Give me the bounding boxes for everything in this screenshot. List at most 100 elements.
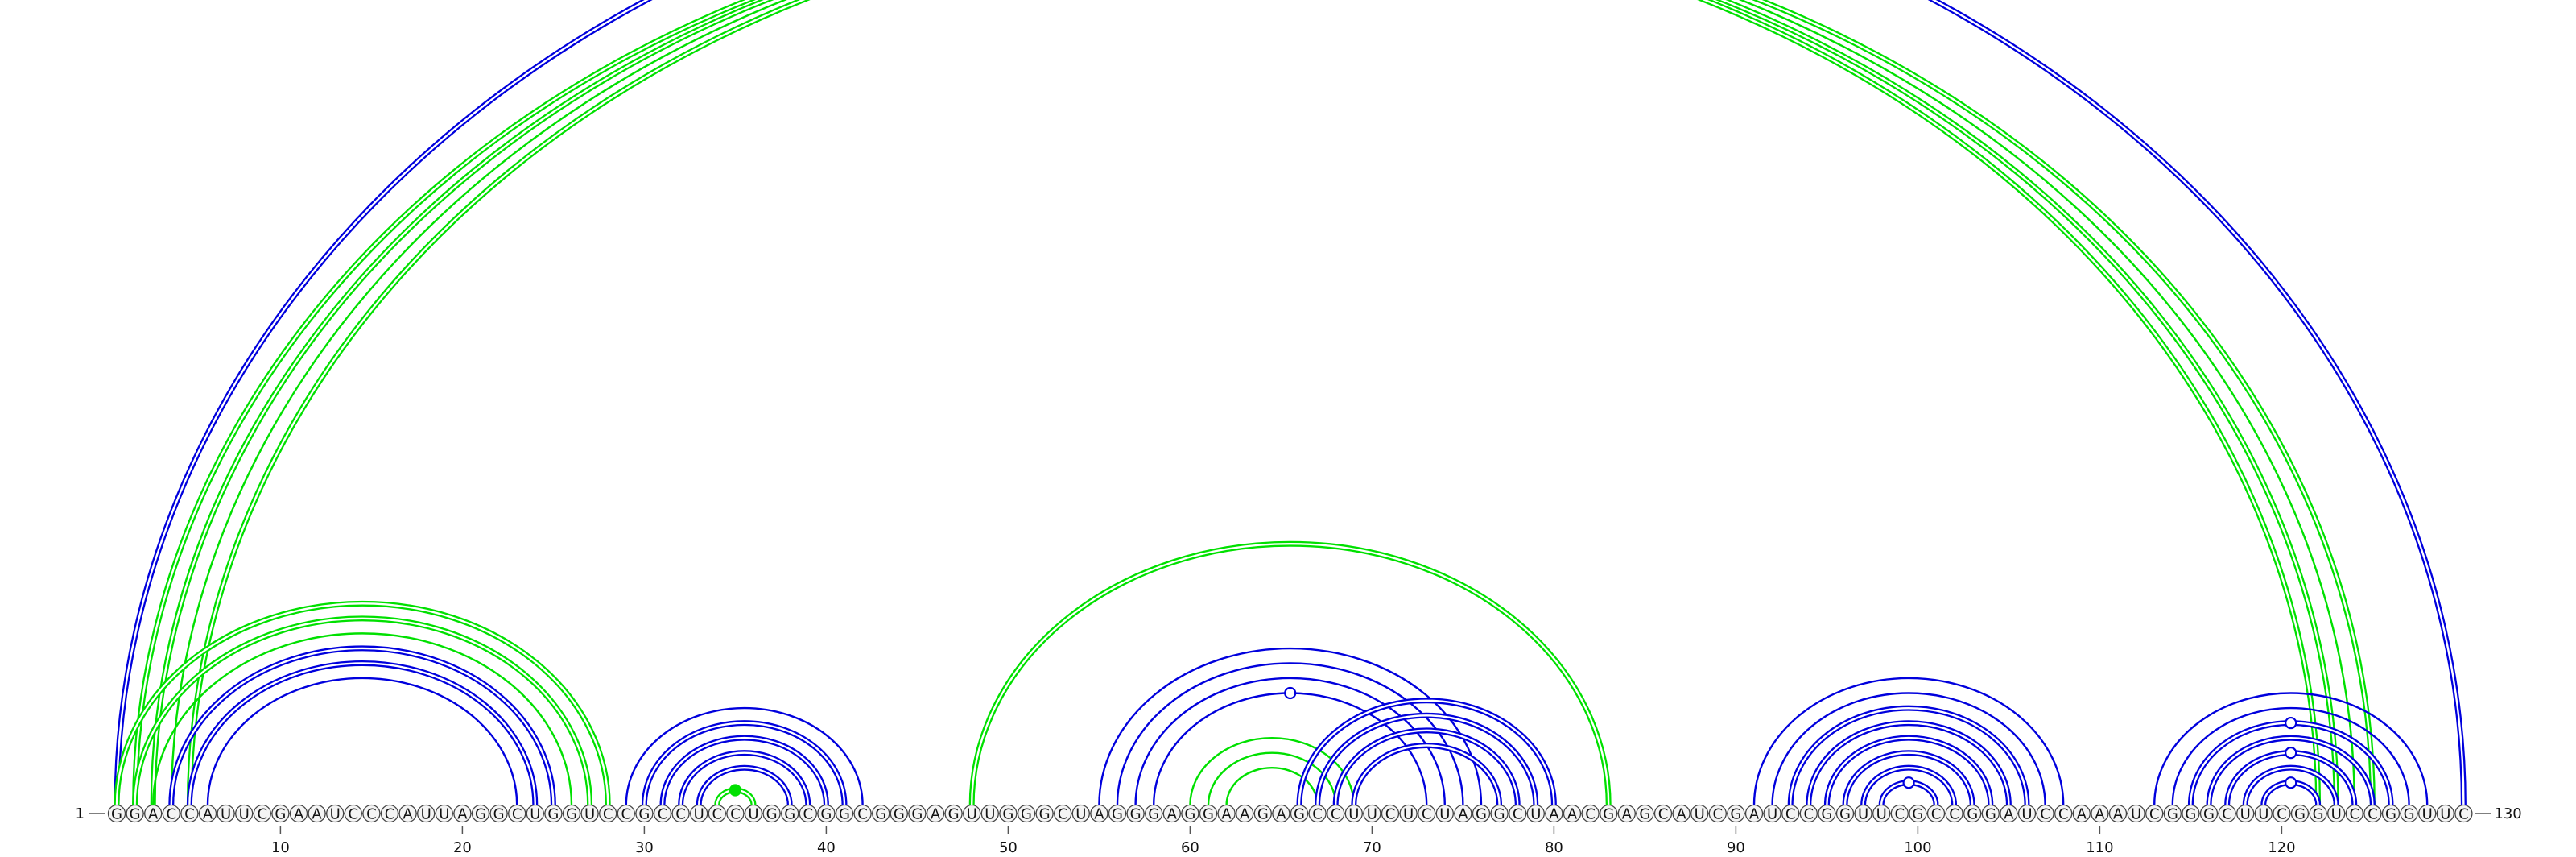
marker-4 [2285, 716, 2297, 730]
nucleotide-letter: C [803, 806, 814, 823]
nucleotide-letter: U [2422, 806, 2433, 823]
tick-10: 10 [271, 826, 290, 856]
marker-2 [1284, 686, 1297, 700]
nucleotide-59: A [1162, 804, 1181, 823]
nucleotide-15: C [362, 804, 381, 823]
nucleotide-letter: A [1276, 806, 1286, 823]
nucleotide-80: A [1545, 804, 1563, 823]
nucleotide-47: G [944, 804, 963, 823]
nucleotide-letter: G [2294, 806, 2306, 823]
tick-20: 20 [453, 826, 472, 856]
nucleotide-125: C [2363, 804, 2382, 823]
nucleotide-36: U [744, 804, 763, 823]
nucleotide-90: G [1727, 804, 1745, 823]
nucleotide-letter: U [1075, 806, 1086, 823]
tick-label: 50 [999, 839, 1018, 856]
nucleotide-letter: A [402, 806, 413, 823]
arc-2-122 [132, 0, 2322, 805]
nucleotide-letter: C [1058, 806, 1068, 823]
nucleotide-4: C [162, 804, 180, 823]
nucleotide-84: A [1617, 804, 1636, 823]
nucleotide-86: C [1653, 804, 1673, 823]
arc-1-28 [114, 600, 611, 805]
nucleotide-122: G [2309, 804, 2327, 823]
nucleotide-52: G [1035, 804, 1054, 823]
backbone-layer: 1 130 [76, 805, 2522, 822]
nucleotide-41: G [835, 804, 854, 823]
nucleotide-104: G [1981, 804, 2000, 823]
nucleotide-letter: G [1730, 806, 1741, 823]
nucleotide-68: C [1327, 804, 1345, 823]
arc-69-77 [1351, 742, 1503, 805]
nucleotide-letter: U [748, 806, 758, 823]
tick-label: 60 [1181, 839, 1199, 856]
nucleotide-letter: C [1895, 806, 1905, 823]
nucleotide-128: U [2418, 804, 2437, 823]
arc-3-123 [150, 0, 2339, 805]
nucleotide-16: C [380, 804, 399, 823]
nucleotide-letter: U [1876, 806, 1887, 823]
nucleotide-38: G [781, 804, 799, 823]
nucleotide-108: C [2054, 804, 2073, 823]
nucleotide-97: U [1854, 804, 1872, 823]
arc-3-26 [152, 632, 573, 805]
arc-94-105 [1806, 720, 2012, 805]
tick-label: 80 [1545, 839, 1563, 856]
nucleotide-letter: C [2350, 806, 2360, 823]
nucleotide-letter: G [1603, 806, 1614, 823]
nucleotide-74: U [1435, 804, 1454, 823]
nucleotide-79: U [1526, 804, 1545, 823]
arc-48-83 [968, 540, 1612, 805]
tick-label: 100 [1904, 839, 1931, 856]
nucleotide-letter: C [1331, 806, 1341, 823]
arc-67-79 [1315, 712, 1539, 805]
nucleotide-letter: C [1785, 806, 1796, 823]
nucleotide-120: C [2273, 804, 2291, 823]
nucleotide-26: G [562, 804, 581, 823]
nucleotide-letter: A [312, 806, 322, 823]
nucleotide-95: G [1818, 804, 1836, 823]
nucleotide-83: G [1600, 804, 1618, 823]
arc-31-40 [659, 735, 829, 805]
nucleotide-letter: C [621, 806, 632, 823]
nucleotide-letter: G [1294, 806, 1305, 823]
nucleotide-letter: C [857, 806, 868, 823]
tick-label: 110 [2086, 839, 2113, 856]
nucleotide-letter: C [1312, 806, 1323, 823]
nucleotide-3: A [144, 804, 163, 823]
arc-68-78 [1332, 727, 1521, 805]
nucleotide-112: U [2127, 804, 2145, 823]
nucleotide-letter: C [2368, 806, 2378, 823]
nucleotide-letter: U [1403, 806, 1414, 823]
nucleotide-letter: G [130, 806, 141, 823]
marker-1 [729, 784, 742, 797]
arc-66-80 [1296, 698, 1557, 805]
tick-60: 60 [1181, 826, 1199, 856]
nucleotide-107: C [2036, 804, 2054, 823]
nucleotide-letter: G [1967, 806, 1978, 823]
nucleotide-58: G [1145, 804, 1163, 823]
nucleotide-letter: A [1458, 806, 1468, 823]
tick-100: 100 [1904, 826, 1932, 856]
arc-29-42 [625, 706, 864, 805]
nucleotide-23: C [508, 804, 526, 823]
arc-62-67 [1225, 767, 1319, 805]
nucleotide-72: U [1399, 804, 1418, 823]
arc-58-73 [1153, 692, 1428, 805]
nucleotide-33: U [690, 804, 708, 823]
arc-4-124 [170, 0, 2355, 805]
nucleotide-letter: A [1676, 806, 1686, 823]
nucleotide-letter: G [638, 806, 650, 823]
nucleotide-46: A [926, 804, 945, 823]
arc-116-125 [2206, 735, 2376, 805]
tick-120: 120 [2268, 826, 2296, 856]
nucleotide-21: G [471, 804, 490, 823]
nucleotide-letter: C [1422, 806, 1432, 823]
nucleotide-40: G [817, 804, 836, 823]
nucleotide-letter: G [1021, 806, 1032, 823]
nucleotide-letter: C [2277, 806, 2287, 823]
nucleotide-91: A [1744, 804, 1764, 823]
nucleotide-114: G [2163, 804, 2182, 823]
tick-label: 30 [635, 839, 654, 856]
arc-61-68 [1207, 751, 1337, 805]
